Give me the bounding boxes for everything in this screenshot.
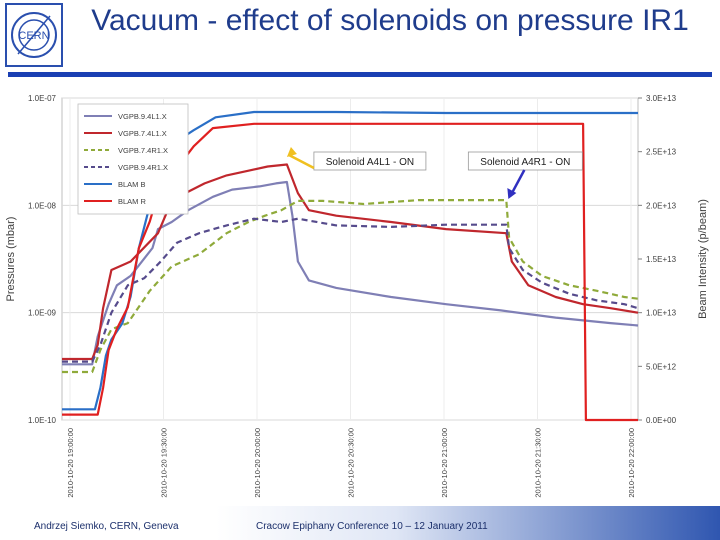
y2-tick-label: 5.0E+12: [646, 362, 677, 371]
annotation-label-1: Solenoid A4L1 - ON: [326, 157, 414, 168]
legend-label-1: VGPB.7.4L1.X: [118, 129, 167, 138]
annotation-label-2: Solenoid A4R1 - ON: [480, 157, 570, 168]
annotation-arrowhead-1: [286, 147, 297, 158]
legend-label-2: VGPB.7.4R1.X: [118, 146, 168, 155]
y2-tick-label: 2.0E+13: [646, 201, 677, 210]
x-tick-label: 2010-10-20 22:00:00: [627, 428, 636, 498]
x-tick-label: 2010-10-20 19:00:00: [66, 428, 75, 498]
cern-logo-text: CERN: [18, 30, 49, 42]
x-tick-label: 2010-10-20 20:30:00: [347, 428, 356, 498]
y2-tick-label: 3.0E+13: [646, 94, 677, 103]
y-tick-label: 1.0E-08: [28, 201, 57, 210]
series-line-0: [62, 180, 639, 366]
x-tick-label: 2010-10-20 21:30:00: [534, 428, 543, 498]
series-line-2: [62, 198, 639, 374]
cern-logo: CERN: [4, 2, 64, 68]
legend-label-3: VGPB.9.4R1.X: [118, 163, 168, 172]
x-tick-label: 2010-10-20 20:00:00: [253, 428, 262, 498]
legend-label-0: VGPB.9.4L1.X: [118, 112, 167, 121]
y2-axis-label: Beam Intensity (p/beam): [697, 199, 709, 319]
pressure-chart: 1.0E-07 1.0E-08 1.0E-09 1.0E-10 3.0E+13 2.5E+…: [5, 94, 709, 498]
legend-label-4: BLAM B: [118, 180, 146, 189]
footer-author: Andrzej Siemko, CERN, Geneva: [34, 521, 179, 532]
annotation-box-1: [313, 151, 427, 171]
legend-label-5: BLAM R: [118, 197, 147, 206]
series-line-3: [62, 217, 639, 363]
series-line-1: [62, 163, 639, 361]
slide-title: Vacuum - effect of solenoids on pressure…: [91, 4, 689, 37]
annotation-box-2: [467, 151, 583, 171]
y-tick-label: 1.0E-09: [28, 309, 57, 318]
legend-box: [77, 103, 189, 215]
footer-conference: Cracow Epiphany Conference 10 – 12 Janua…: [256, 521, 488, 532]
title-underline: [8, 72, 712, 77]
y2-tick-label: 1.5E+13: [646, 255, 677, 264]
y-axis-label: Pressures (mbar): [5, 217, 17, 302]
x-tick-label: 2010-10-20 21:00:00: [440, 428, 449, 498]
footer-bar: Andrzej Siemko, CERN, Geneva Cracow Epip…: [0, 506, 720, 540]
y-tick-label: 1.0E-10: [28, 416, 57, 425]
y2-tick-label: 1.0E+13: [646, 309, 677, 318]
annotation-arrowhead-2: [507, 188, 517, 200]
y2-tick-label: 2.5E+13: [646, 148, 677, 157]
annotation-arrow-1: [288, 153, 315, 170]
x-tick-label: 2010-10-20 19:30:00: [160, 428, 169, 498]
y-tick-label: 1.0E-07: [28, 94, 57, 103]
y2-tick-label: 0.0E+00: [646, 416, 677, 425]
